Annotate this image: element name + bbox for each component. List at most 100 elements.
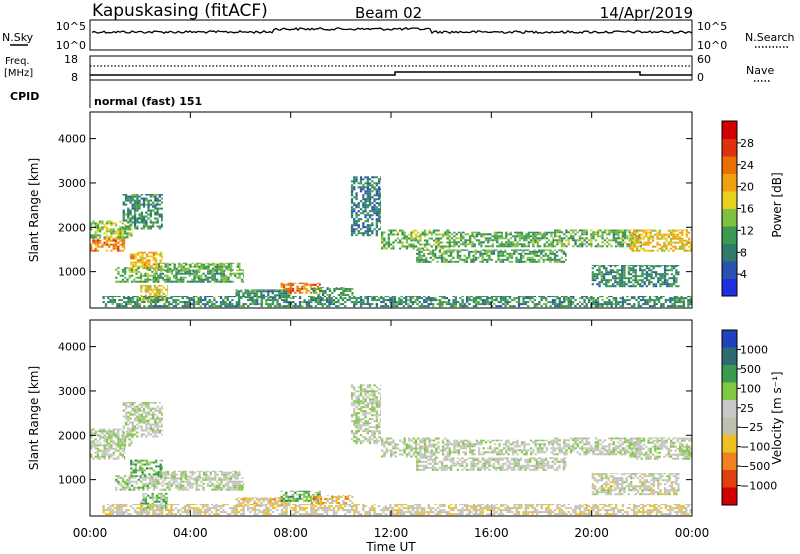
power-cell [453,239,456,242]
power-cell [426,247,429,250]
power-cell [155,278,158,281]
velocity-cell [149,425,152,428]
power-cell [368,210,372,213]
velocity-cell [222,486,225,489]
power-cell [211,272,214,275]
power-cell [612,283,615,286]
velocity-cell [117,438,120,441]
velocity-cell [121,455,124,458]
power-cell [188,280,192,283]
power-cell [493,239,497,242]
power-cell [585,229,588,232]
power-cell [629,235,632,238]
velocity-cell [140,425,143,428]
velocity-cell [326,495,329,497]
power-cell [105,236,109,239]
power-cell [173,263,176,266]
power-cell [355,228,358,231]
power-cell [166,276,169,279]
power-cell [545,303,548,306]
power-cell [663,267,667,270]
power-cell [615,229,618,232]
power-cell [298,297,302,300]
velocity-cell [342,500,345,502]
power-cell [355,198,358,201]
power-cell [551,250,554,253]
power-cell [605,279,608,282]
power-cell [673,297,676,300]
power-cell [607,285,610,288]
power-cell [428,231,431,234]
velocity-cell [121,449,124,452]
power-cell [353,301,356,304]
power-cell [525,233,528,236]
power-cell [234,272,237,275]
velocity-cell [319,500,323,502]
power-colorbar-label: Power [dB] [770,172,784,237]
power-cell [138,305,141,308]
velocity-cell [180,473,183,476]
power-cell [496,233,499,236]
power-cell [627,277,631,280]
power-cell [515,256,518,259]
power-cell [565,245,568,248]
power-cell [468,252,471,255]
velocity-cell [142,492,145,495]
velocity-cell [167,492,169,495]
power-cell [634,275,637,278]
power-cell [500,231,503,234]
velocity-cell [237,502,240,505]
power-cell [507,239,510,242]
power-cell [333,290,336,292]
power-cell [331,292,334,294]
power-cell [256,297,259,300]
power-cell [136,221,139,224]
power-cell [489,239,492,242]
power-cell [114,241,118,244]
velocity-cell [154,413,157,416]
power-cell [359,301,363,304]
power-cell [614,265,617,268]
power-cell [373,198,376,201]
power-cell [101,243,104,246]
power-cell [193,280,196,283]
power-cell [136,197,139,200]
power-cell [209,263,212,266]
power-cell [619,301,622,304]
power-cell [660,249,664,252]
power-cell [271,289,274,291]
power-cell [443,296,446,298]
power-cell [152,280,155,283]
velocity-cell [114,428,118,431]
power-cell [543,245,546,248]
power-cell [359,212,363,215]
power-cell [408,243,411,246]
velocity-cell [182,486,185,489]
velocity-cell [101,451,104,454]
velocity-cell [166,484,169,487]
power-cell [656,243,659,246]
power-cell [183,301,187,304]
velocity-cell [186,482,189,485]
velocity-cell [229,486,232,489]
power-cell [642,229,646,232]
power-cell [425,301,428,304]
power-cell [647,239,650,242]
power-cell [471,231,474,234]
power-cell [152,263,155,266]
velocity-cell [133,475,136,477]
power-cell [645,285,649,288]
power-cell [565,299,568,302]
power-cell [350,216,354,219]
velocity-cell [105,436,109,439]
power-cell [581,241,584,244]
power-cell [667,229,670,232]
power-cell [353,188,356,191]
velocity-cell [269,497,272,499]
power-cell [239,262,241,264]
power-cell [283,299,286,302]
power-cell [443,260,446,263]
velocity-cell [117,449,120,452]
power-cell [591,273,594,276]
power-cell [143,261,146,264]
